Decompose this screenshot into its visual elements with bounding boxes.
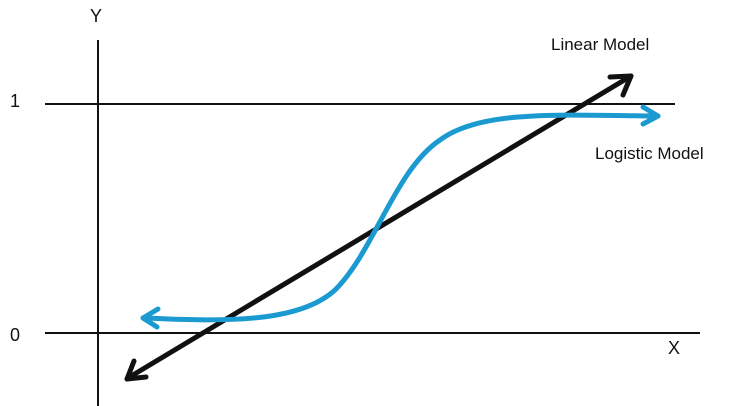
y-axis-label: Y bbox=[90, 6, 103, 26]
logistic-model-curve bbox=[140, 104, 661, 330]
x-axis-label: X bbox=[668, 338, 681, 358]
tick-label-zero: 0 bbox=[10, 325, 21, 345]
logistic-model-label: Logistic Model bbox=[595, 144, 704, 163]
linear-model-label: Linear Model bbox=[551, 35, 650, 54]
tick-label-one: 1 bbox=[10, 91, 21, 111]
